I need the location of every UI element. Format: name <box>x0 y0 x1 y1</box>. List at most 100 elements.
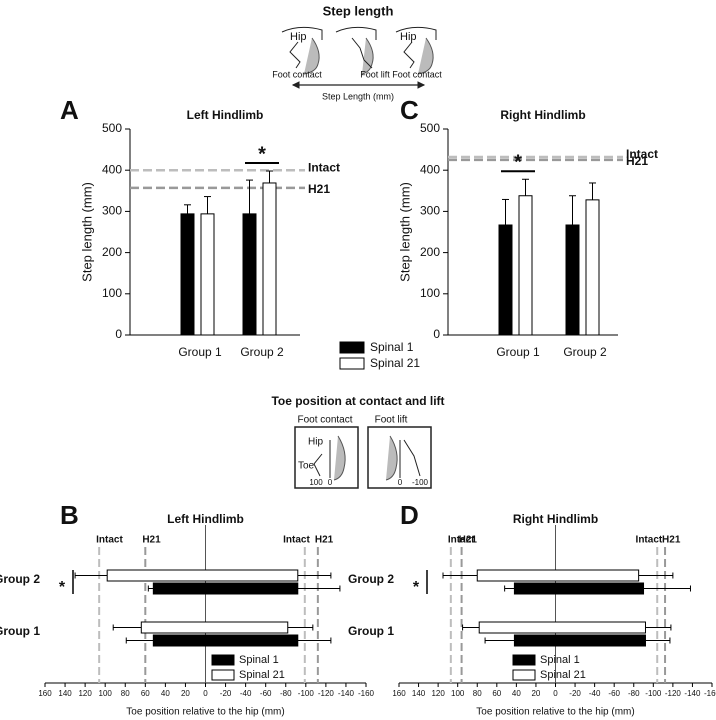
schematic-title: Toe position at contact and lift <box>271 394 444 408</box>
bar <box>513 582 645 595</box>
schematic-label: Foot lift <box>375 415 408 426</box>
x-axis-label: Toe position relative to the hip (mm) <box>476 707 634 718</box>
toe-schematic <box>294 426 432 489</box>
reference-label: Intact <box>626 147 658 161</box>
y-tick-label: 400 <box>420 162 440 176</box>
bar <box>585 199 600 336</box>
legend-label: Spinal 1 <box>370 340 414 354</box>
x-tick-label: -140 <box>684 689 701 698</box>
bar <box>513 634 646 647</box>
legend-label: Spinal 1 <box>239 654 279 666</box>
legend-swatch <box>339 341 365 354</box>
schematic-label: 0 <box>328 478 333 487</box>
bar <box>152 634 299 647</box>
significance-mark: * <box>413 579 420 596</box>
x-tick-label: -160 <box>704 689 716 698</box>
significance-mark: * <box>258 143 266 165</box>
schematic-label: -100 <box>412 478 429 487</box>
schematic-label: Foot contact <box>392 69 442 79</box>
reference-label: H21 <box>662 535 681 546</box>
reference-label: Intact <box>96 535 123 546</box>
x-tick-label: Group 1 <box>178 345 222 359</box>
x-tick-label: 0 <box>203 689 208 698</box>
y-tick-label: 400 <box>102 162 122 176</box>
x-tick-label: -60 <box>260 689 272 698</box>
y-tick-label: 300 <box>420 204 440 218</box>
y-tick-label: 300 <box>102 204 122 218</box>
bar <box>478 621 646 634</box>
x-tick-label: 40 <box>512 689 521 698</box>
reference-label: H21 <box>626 154 648 168</box>
schematic-label: 0 <box>398 478 403 487</box>
bar <box>262 182 277 336</box>
legend-label: Spinal 1 <box>540 654 580 666</box>
x-tick-label: -40 <box>240 689 252 698</box>
x-tick-label: 100 <box>99 689 113 698</box>
schematic-label: Toe <box>298 461 315 472</box>
schematic-label: Step Length (mm) <box>322 91 394 101</box>
chart-title: Left Hindlimb <box>167 512 244 526</box>
x-tick-label: -20 <box>569 689 581 698</box>
reference-label: Intact <box>636 535 663 546</box>
x-tick-label: 120 <box>78 689 92 698</box>
legend-swatch <box>512 654 536 666</box>
bar <box>476 569 640 582</box>
panel-letter: C <box>400 95 419 125</box>
x-tick-label: -140 <box>338 689 355 698</box>
y-tick-label: 0 <box>115 327 122 341</box>
x-tick-label: -160 <box>358 689 375 698</box>
step-schematic <box>281 26 437 89</box>
bar <box>518 195 533 336</box>
x-tick-label: -100 <box>645 689 662 698</box>
reference-label: H21 <box>308 182 330 196</box>
x-tick-label: -20 <box>220 689 232 698</box>
x-tick-label: Group 2 <box>563 345 607 359</box>
x-tick-label: -60 <box>608 689 620 698</box>
y-tick-label: 100 <box>102 286 122 300</box>
schematic-label: Hip <box>290 31 307 43</box>
schematic-label: 100 <box>309 478 323 487</box>
x-tick-label: 80 <box>473 689 482 698</box>
panel-letter: D <box>400 500 419 530</box>
x-tick-label: -120 <box>665 689 682 698</box>
x-tick-label: -120 <box>318 689 335 698</box>
x-tick-label: 60 <box>492 689 501 698</box>
schematic-label: Foot contact <box>297 415 352 426</box>
bar <box>140 621 289 634</box>
y-tick-label: Group 2 <box>348 572 394 586</box>
x-tick-label: 60 <box>141 689 150 698</box>
reference-label: Intact <box>308 160 340 174</box>
bar <box>200 213 215 336</box>
significance-mark: * <box>59 579 66 596</box>
reference-label: H21 <box>142 535 161 546</box>
x-tick-label: 20 <box>531 689 540 698</box>
bar <box>106 569 299 582</box>
panel-letter: A <box>60 95 79 125</box>
bar <box>152 582 299 595</box>
x-tick-label: -40 <box>589 689 601 698</box>
schematic-label: Foot contact <box>272 69 322 79</box>
schematic-label: Foot lift <box>360 69 390 79</box>
legend-swatch <box>211 654 235 666</box>
legend-swatch <box>211 669 235 681</box>
y-tick-label: 0 <box>433 327 440 341</box>
bar <box>180 213 195 336</box>
y-tick-label: 500 <box>102 121 122 135</box>
x-tick-label: 140 <box>58 689 72 698</box>
x-tick-label: 40 <box>161 689 170 698</box>
bar <box>242 213 257 336</box>
legend-swatch <box>512 669 536 681</box>
x-tick-label: 80 <box>121 689 130 698</box>
y-axis-label: Step length (mm) <box>397 182 412 282</box>
x-tick-label: Group 1 <box>496 345 540 359</box>
y-tick-label: 500 <box>420 121 440 135</box>
schematic-label: Hip <box>400 31 417 43</box>
y-tick-label: Group 2 <box>0 572 40 586</box>
reference-label: H21 <box>315 535 334 546</box>
schematic-label: Hip <box>308 437 323 448</box>
x-tick-label: 160 <box>38 689 52 698</box>
significance-mark: * <box>514 152 522 174</box>
legend-label: Spinal 21 <box>370 356 420 370</box>
y-axis-label: Step length (mm) <box>79 182 94 282</box>
